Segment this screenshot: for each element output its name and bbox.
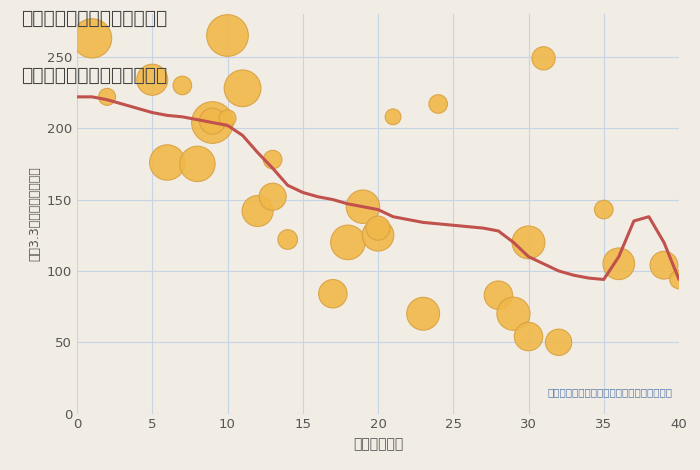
Point xyxy=(207,119,218,126)
Point xyxy=(417,310,428,318)
Point xyxy=(598,206,609,213)
Text: 円の大きさは、取引のあった物件面積を示す: 円の大きさは、取引のあった物件面積を示す xyxy=(548,388,673,398)
Point xyxy=(342,239,354,246)
Point xyxy=(433,100,444,108)
Point xyxy=(237,85,248,92)
Point xyxy=(162,159,173,166)
Point xyxy=(372,224,384,232)
Point xyxy=(493,291,504,299)
Text: 愛知県名古屋市中村区横井の: 愛知県名古屋市中村区横井の xyxy=(21,9,167,28)
Point xyxy=(658,261,669,269)
Point xyxy=(508,310,519,318)
Point xyxy=(357,203,368,211)
Point xyxy=(252,207,263,215)
Point xyxy=(553,338,564,346)
Point xyxy=(328,290,339,298)
Point xyxy=(538,55,549,62)
Point xyxy=(147,76,158,84)
Point xyxy=(372,232,384,239)
Point xyxy=(282,236,293,243)
Point xyxy=(523,239,534,246)
Point xyxy=(102,93,113,101)
Point xyxy=(388,113,399,121)
Point xyxy=(207,118,218,125)
Point xyxy=(87,35,98,42)
Point xyxy=(523,333,534,340)
Point xyxy=(222,115,233,122)
Y-axis label: 坪（3.3㎡）単価（万円）: 坪（3.3㎡）単価（万円） xyxy=(28,166,41,261)
Point xyxy=(176,82,188,89)
Point xyxy=(222,32,233,39)
Point xyxy=(267,156,278,164)
Point xyxy=(613,260,624,267)
Point xyxy=(192,160,203,168)
Point xyxy=(267,193,278,201)
Point xyxy=(673,276,685,283)
Text: 築年数別中古マンション価格: 築年数別中古マンション価格 xyxy=(21,66,167,85)
X-axis label: 築年数（年）: 築年数（年） xyxy=(353,437,403,451)
